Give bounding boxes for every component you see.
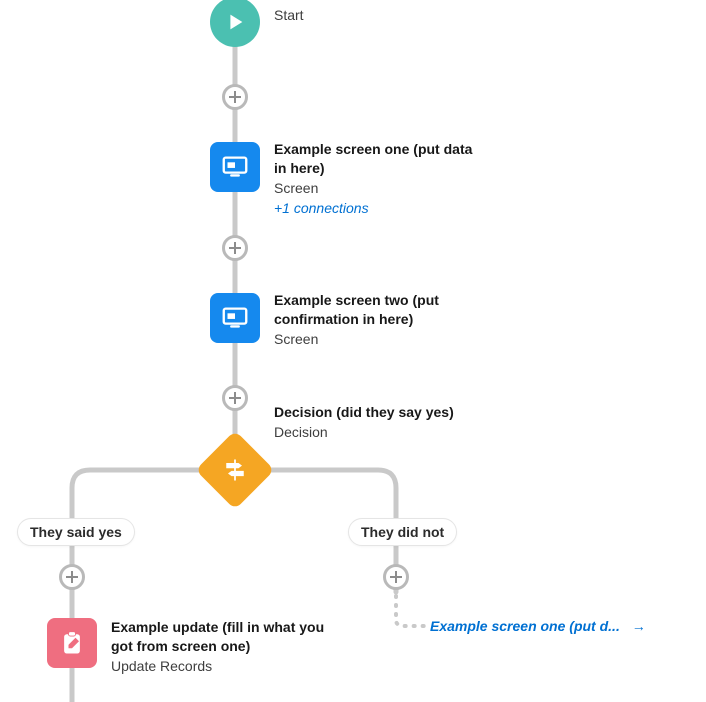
add-button[interactable]	[222, 235, 248, 261]
add-button[interactable]	[222, 84, 248, 110]
screen2-title: Example screen two (put confirmation in …	[274, 291, 484, 329]
screen1-connections-link[interactable]: +1 connections	[274, 200, 484, 216]
screen1-title: Example screen one (put data in here)	[274, 140, 484, 178]
start-title: Screen Flow	[274, 0, 356, 5]
branch-no-label[interactable]: They did not	[348, 518, 457, 546]
decision-node[interactable]	[195, 430, 274, 509]
update-title: Example update (fill in what you got fro…	[111, 618, 341, 656]
start-subtitle: Start	[274, 6, 356, 25]
add-button[interactable]	[59, 564, 85, 590]
play-icon	[224, 11, 246, 33]
screen-icon	[220, 303, 250, 333]
screen1-subtitle: Screen	[274, 179, 484, 198]
screen2-subtitle: Screen	[274, 330, 484, 349]
update-subtitle: Update Records	[111, 657, 341, 676]
arrow-right-icon: →	[632, 618, 646, 634]
update-label: Example update (fill in what you got fro…	[111, 618, 341, 676]
add-button[interactable]	[222, 385, 248, 411]
update-node[interactable]	[47, 618, 97, 668]
branch-yes-label[interactable]: They said yes	[17, 518, 135, 546]
screen-node-2[interactable]	[210, 293, 260, 343]
screen2-label: Example screen two (put confirmation in …	[274, 291, 484, 349]
decision-subtitle: Decision	[274, 423, 454, 442]
goto-reference[interactable]: Example screen one (put d... →	[430, 618, 646, 634]
add-button[interactable]	[383, 564, 409, 590]
flow-canvas: Screen Flow Start Example screen one (pu…	[0, 0, 706, 702]
start-node[interactable]	[210, 0, 260, 47]
screen-icon	[220, 152, 250, 182]
decision-label: Decision (did they say yes) Decision	[274, 403, 454, 442]
clipboard-edit-icon	[58, 629, 86, 657]
connectors	[0, 0, 706, 702]
start-label: Screen Flow Start	[274, 0, 356, 25]
screen-node-1[interactable]	[210, 142, 260, 192]
goto-text: Example screen one (put d...	[430, 618, 620, 634]
screen1-label: Example screen one (put data in here) Sc…	[274, 140, 484, 216]
decision-title: Decision (did they say yes)	[274, 403, 454, 422]
signpost-icon	[221, 456, 249, 484]
